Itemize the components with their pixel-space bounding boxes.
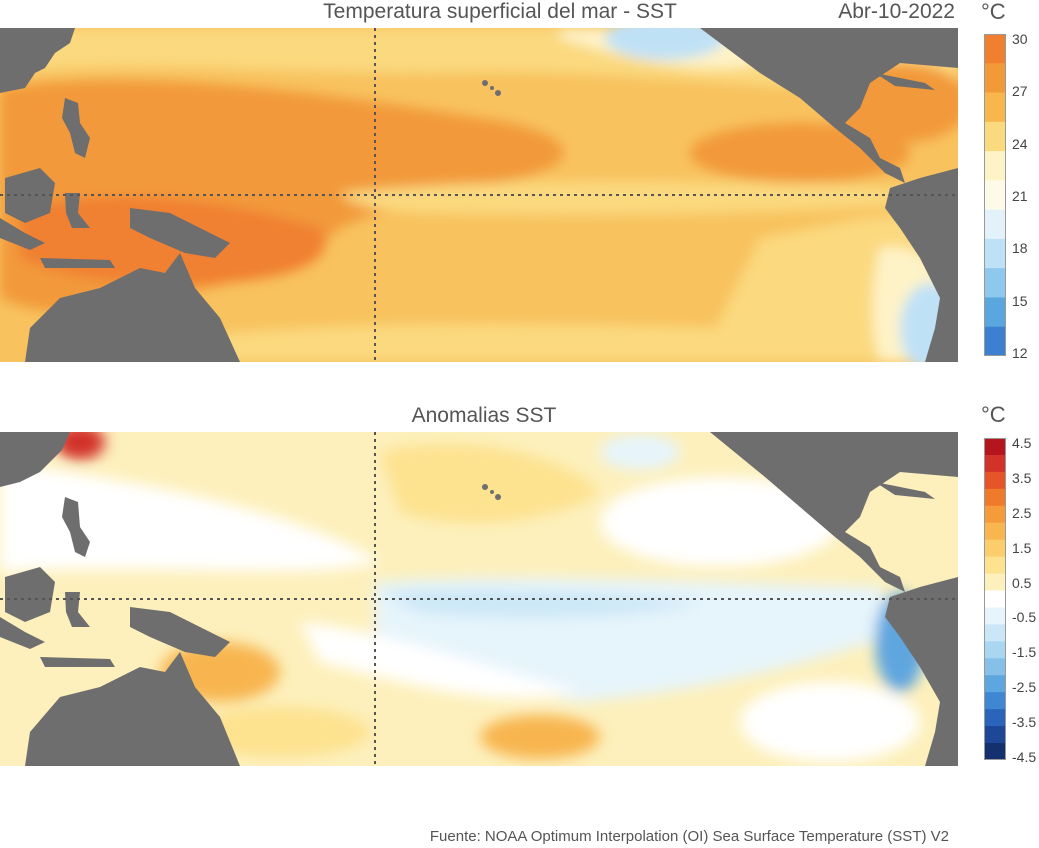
sst-colorbar-segment [984, 297, 1006, 328]
anomaly-zone-equatorial-cold [380, 590, 700, 618]
anomaly-colorbar-segment [984, 624, 1006, 642]
anomaly-zone-south-warm [480, 715, 600, 759]
anomaly-colorbar-tick-label: 2.5 [1012, 504, 1032, 521]
sst-colorbar-tick-label: 24 [1012, 135, 1028, 152]
anomaly-colorbar-segment [984, 743, 1006, 760]
land-masses [0, 432, 958, 766]
land-sumatra [0, 617, 45, 649]
anomaly-colorbar-segment [984, 590, 1006, 608]
land-south-america [885, 577, 958, 766]
sst-colorbar-tick-label: 21 [1012, 188, 1028, 204]
land-sulawesi [65, 592, 90, 627]
anomaly-colorbar [984, 438, 1006, 760]
sst-zone-cold-tongue [340, 181, 930, 215]
anomaly-zone-japan-hot [55, 432, 105, 460]
sst-colorbar-tick-label: 12 [1012, 345, 1028, 361]
anomaly-colorbar-tick-label: 0.5 [1012, 574, 1032, 591]
anomaly-colorbar-tick-label: 1.5 [1012, 539, 1032, 556]
land-philippines [62, 98, 90, 158]
anomaly-colorbar-tick-label: 4.5 [1012, 435, 1032, 451]
anomaly-zone-tasman-warm [190, 707, 370, 757]
sst-colorbar-segment [984, 63, 1006, 94]
anomaly-colorbar-segment [984, 454, 1006, 473]
land-java [40, 657, 115, 667]
anomaly-colorbar-frame [984, 438, 1006, 760]
land-hawaii [482, 484, 488, 490]
anomaly-colorbar-tick-label: -3.5 [1012, 714, 1037, 731]
sst-colorbar-segment [984, 34, 1006, 64]
anomaly-colorbar-tick-label: -4.5 [1012, 749, 1037, 765]
land-hawaii [482, 80, 488, 86]
anomaly-zone-se-white [740, 682, 920, 762]
sst-colorbar [984, 34, 1006, 356]
sst-colorbar-segment [984, 180, 1006, 211]
land-cuba [875, 482, 935, 499]
anomaly-colorbar-segment [984, 573, 1006, 592]
anomaly-colorbar-tick-label: 3.5 [1012, 469, 1032, 486]
land-borneo [5, 567, 55, 622]
anomaly-colorbar-segment [984, 709, 1006, 727]
anomaly-colorbar-segment [984, 726, 1006, 744]
land-sumatra [0, 218, 45, 250]
anomaly-zone-ne-white [600, 477, 840, 567]
anomaly-zone-ne-blue [600, 434, 680, 470]
anomaly-colorbar-segment [984, 641, 1006, 659]
sst-map-title: Temperatura superficial del mar - SST [323, 0, 677, 23]
land-asia [0, 432, 70, 487]
land-new-guinea [130, 208, 230, 258]
land-australia [25, 652, 240, 766]
sst-map [0, 28, 958, 362]
anomaly-colorbar-segment [984, 522, 1006, 541]
land-north-america [700, 28, 958, 183]
anomaly-map-title: Anomalias SST [411, 404, 557, 427]
land-asia [0, 28, 75, 93]
anomaly-zone-north-white [0, 462, 380, 572]
anomaly-colorbar-segment [984, 675, 1006, 693]
anomaly-colorbar-segment [984, 607, 1006, 625]
anomaly-colorbar-segment [984, 556, 1006, 575]
anomaly-zone-north-warm [380, 444, 600, 523]
sst-colorbar-segment [984, 121, 1006, 152]
sst-colorbar-segment [984, 326, 1006, 356]
map-date: Abr-10-2022 [838, 0, 955, 23]
sst-colorbar-segment [984, 268, 1006, 298]
anomaly-colorbar-segment [984, 692, 1006, 710]
anomaly-colorbar-segment [984, 438, 1006, 456]
land-philippines [62, 497, 90, 557]
anomaly-zone-white-tongue [300, 622, 580, 699]
anomaly-map [0, 432, 958, 766]
sst-colorbar-tick-label: 27 [1012, 83, 1028, 100]
anomaly-colorbar-segment [984, 658, 1006, 676]
land-sulawesi [65, 193, 90, 228]
anomaly-colorbar-tick-label: -0.5 [1012, 609, 1037, 626]
anomaly-colorbar-segment [984, 471, 1006, 490]
sst-zone-south-cool [180, 323, 760, 362]
anomaly-colorbar-tick-label: -1.5 [1012, 644, 1037, 661]
anomaly-colorbar-segment [984, 505, 1006, 524]
sst-colorbar-tick-label: 15 [1012, 292, 1028, 309]
sst-colorbar-segment [984, 238, 1006, 269]
anomaly-colorbar-segment [984, 488, 1006, 507]
land-australia [25, 253, 240, 362]
sst-colorbar-tick-label: 30 [1012, 31, 1028, 47]
data-source-credit: Fuente: NOAA Optimum Interpolation (OI) … [429, 828, 949, 845]
land-new-guinea [130, 607, 230, 657]
land-south-america [885, 168, 958, 362]
land-north-america [710, 432, 958, 592]
anomaly-colorbar-segment [984, 539, 1006, 558]
sst-colorbar-segment [984, 151, 1006, 181]
land-java [40, 258, 115, 268]
sst-colorbar-tick-label: 18 [1012, 240, 1028, 257]
sst-colorbar-frame [984, 34, 1006, 356]
sst-colorbar-segment [984, 209, 1006, 240]
land-cuba [875, 73, 935, 90]
anomaly-colorbar-tick-label: -2.5 [1012, 679, 1037, 696]
sst-zone-north-blue [605, 28, 725, 60]
sst-unit-label: °C [981, 0, 1006, 24]
anomaly-unit-label: °C [981, 402, 1006, 427]
sst-colorbar-segment [984, 92, 1006, 123]
